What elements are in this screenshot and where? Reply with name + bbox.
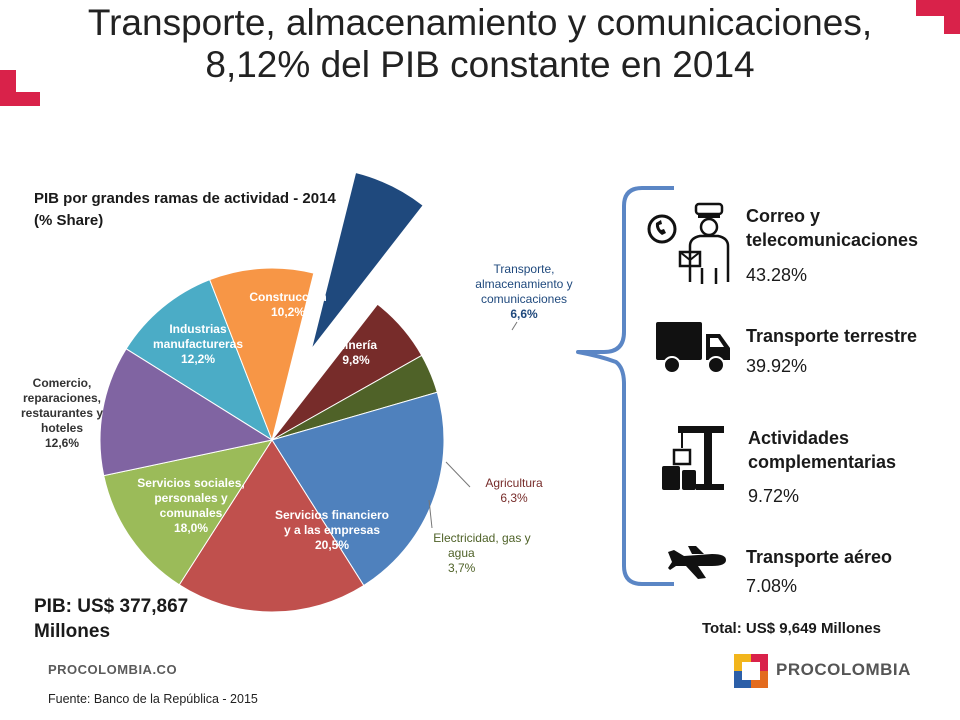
label-sociales: Servicios sociales, personales y comunales…	[137, 476, 245, 535]
label-transporte: Transporte, almacenamiento y comunicacione…	[475, 262, 573, 321]
procolombia-logo-text: PROCOLOMBIA	[776, 660, 911, 679]
label-electricidad: Electricidad, gas y agua 3,7%	[433, 531, 531, 575]
total-value: US$ 9,649 Millones	[745, 620, 881, 637]
breakdown-title-terrestre: Transporte terrestre	[746, 326, 918, 346]
corner-accent-left	[0, 70, 40, 106]
pie-slice-6	[178, 439, 365, 613]
source-note: Fuente: Banco de la República - 2015	[48, 692, 258, 706]
breakdown-title-correo: Correo y telecomunicaciones	[746, 206, 919, 250]
pie-slice-2	[310, 171, 424, 350]
procolombia-logo-mark	[734, 654, 768, 688]
airplane-icon	[668, 546, 726, 579]
chart-subtitle-line-2: (% Share)	[34, 212, 104, 229]
total-line: Total: US$ 9,649 Millones	[702, 620, 881, 637]
total-label: Total:	[702, 620, 742, 637]
pie-slice-1	[209, 267, 315, 442]
label-mineria: Minería 9,8%	[334, 338, 377, 367]
breakdown-pct-complementarias: 9.72%	[748, 486, 800, 506]
postman-phone-icon	[647, 202, 730, 284]
title-line-1: Transporte, almacenamiento y comunicacio…	[87, 2, 873, 43]
crane-boxes-icon	[662, 426, 724, 490]
pie-slice-5	[271, 391, 445, 587]
label-comercio: Comercio, reparaciones, restaurantes y hote…	[20, 376, 104, 450]
pib-total: PIB: US$ 377,867 Millones	[34, 596, 189, 642]
pie-slice-0	[125, 279, 274, 442]
label-agricultura: Agricultura 6,3%	[485, 476, 543, 505]
page-title: Transporte, almacenamiento y comunicacio…	[0, 2, 960, 86]
breakdown-pct-terrestre: 39.92%	[746, 356, 808, 376]
chart-subtitle: PIB por grandes ramas de actividad - 201…	[34, 188, 336, 232]
breakdown-title-aereo: Transporte aéreo	[746, 547, 893, 567]
leader-line-electricidad	[428, 499, 433, 529]
breakdown-pct-correo: 43.28%	[746, 265, 808, 285]
breakdown-title-complementarias: Actividades complementarias	[748, 428, 897, 472]
label-construccion: Construcción 10,2%	[249, 290, 327, 319]
truck-icon	[656, 322, 730, 374]
label-industrias: Industrias manufactureras 12,2%	[152, 322, 244, 366]
footer-brand: PROCOLOMBIA.CO	[48, 662, 178, 677]
pie-slice-8	[99, 348, 274, 477]
leader-line-transporte	[511, 321, 518, 331]
label-financieros: Servicios financiero y a las empresas 20,5…	[274, 508, 390, 552]
breakdown-pct-aereo: 7.08%	[746, 576, 798, 596]
chart-subtitle-line-1: PIB por grandes ramas de actividad - 201…	[34, 190, 336, 207]
corner-accent-top-right	[916, 0, 960, 34]
leader-line-agricultura	[445, 461, 471, 488]
brace	[576, 186, 674, 586]
pie-slice-7	[103, 439, 274, 586]
title-line-2: 8,12% del PIB constante en 2014	[205, 44, 755, 85]
